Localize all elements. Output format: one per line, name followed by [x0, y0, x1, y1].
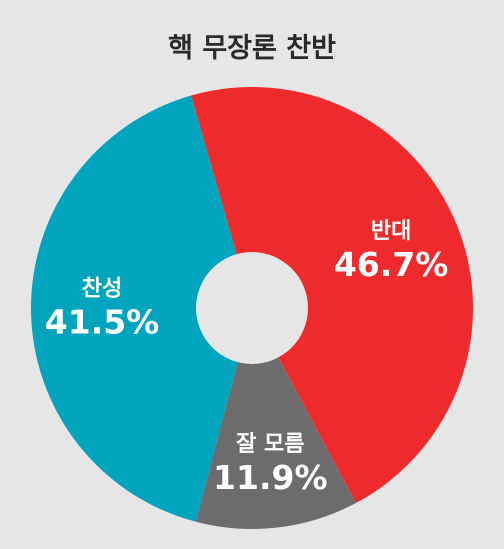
pie-slice-1	[195, 308, 356, 529]
slices-group	[30, 86, 473, 529]
pie-slice-0	[191, 86, 473, 504]
slice-value-0: 46.7%	[334, 245, 449, 284]
slice-value-1: 11.9%	[213, 458, 328, 497]
slice-label-2: 찬성	[82, 277, 122, 302]
slice-label-1: 잘 모름	[236, 432, 304, 457]
slice-value-2: 41.5%	[45, 303, 160, 342]
donut-hole	[196, 252, 308, 364]
pie-slice-2	[30, 95, 252, 522]
slice-label-0: 반대	[371, 219, 411, 244]
chart-title: 핵 무장론 찬반	[168, 33, 336, 64]
